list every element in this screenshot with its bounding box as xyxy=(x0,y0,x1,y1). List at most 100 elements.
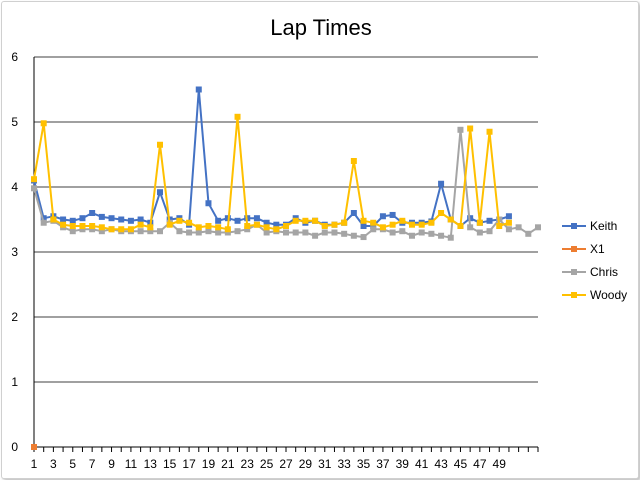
data-point-woody xyxy=(137,221,144,228)
x-tick-label: 45 xyxy=(454,457,468,471)
data-point-chris xyxy=(157,228,163,235)
data-point-keith xyxy=(438,180,445,187)
data-point-keith xyxy=(89,210,96,216)
data-point-keith xyxy=(505,213,512,220)
data-point-woody xyxy=(60,221,67,228)
data-point-keith xyxy=(127,217,134,224)
x-tick-label: 13 xyxy=(144,457,158,471)
data-point-chris xyxy=(447,234,454,241)
x-tick-label: 5 xyxy=(69,457,76,471)
series-line-woody xyxy=(33,115,510,231)
data-point-chris xyxy=(40,219,47,226)
data-point-chris xyxy=(418,229,425,236)
x-tick-label: 25 xyxy=(260,457,274,471)
x-tick-label: 37 xyxy=(376,457,390,471)
data-point-chris xyxy=(69,228,76,235)
y-tick-label: 1 xyxy=(11,375,18,389)
y-tick-label: 2 xyxy=(11,310,18,324)
data-point-woody xyxy=(127,226,134,233)
data-point-woody xyxy=(31,176,37,183)
legend-label: X1 xyxy=(590,242,605,256)
data-point-keith xyxy=(195,86,202,93)
series-layer xyxy=(31,86,541,450)
data-point-woody xyxy=(69,223,76,229)
data-point-chris xyxy=(186,229,193,236)
x-tick-label: 23 xyxy=(241,457,255,471)
x-tick-label: 39 xyxy=(396,457,410,471)
x-tick-label: 9 xyxy=(108,457,115,471)
data-point-woody xyxy=(98,224,105,231)
data-point-woody xyxy=(234,113,241,120)
y-tick-label: 4 xyxy=(11,180,18,194)
data-point-woody xyxy=(186,219,193,226)
legend: Keith X1 Chris Woody xyxy=(562,219,627,302)
x-tick-label: 41 xyxy=(415,457,429,471)
data-point-woody xyxy=(108,226,115,233)
data-point-woody xyxy=(476,219,483,226)
legend-item-woody: Woody xyxy=(562,288,627,302)
data-point-woody xyxy=(244,223,251,229)
data-point-chris xyxy=(292,229,299,236)
data-point-woody xyxy=(496,223,503,229)
data-point-keith xyxy=(234,217,241,224)
legend-swatch-marker xyxy=(571,223,577,229)
data-point-chris xyxy=(234,228,241,235)
y-tick-label: 6 xyxy=(11,50,18,64)
data-point-keith xyxy=(389,211,396,218)
data-point-woody xyxy=(418,221,425,228)
data-point-woody xyxy=(360,217,367,224)
data-point-chris xyxy=(525,230,532,237)
data-point-chris xyxy=(89,226,96,233)
x-tick-label: 17 xyxy=(182,457,196,471)
data-point-chris xyxy=(31,185,37,192)
data-point-chris xyxy=(302,229,309,236)
data-point-woody xyxy=(341,219,348,226)
x-tick-label: 15 xyxy=(163,457,177,471)
data-point-keith xyxy=(205,200,212,207)
y-tick-label: 5 xyxy=(11,115,18,129)
data-point-chris xyxy=(321,229,328,236)
data-point-woody xyxy=(147,224,154,231)
legend-swatch-marker xyxy=(571,292,577,298)
data-point-woody xyxy=(389,221,396,228)
x-tick-label: 7 xyxy=(89,457,96,471)
data-point-keith xyxy=(108,215,115,222)
data-point-chris xyxy=(360,234,367,241)
y-tick-label: 0 xyxy=(11,440,18,454)
data-point-woody xyxy=(302,217,309,224)
data-point-x1 xyxy=(31,444,37,450)
data-point-chris xyxy=(244,226,251,233)
data-point-keith xyxy=(263,219,270,226)
data-point-keith xyxy=(60,216,67,223)
data-point-woody xyxy=(486,128,493,135)
data-point-woody xyxy=(292,217,299,224)
x-tick-label: 29 xyxy=(299,457,313,471)
data-point-woody xyxy=(253,221,260,228)
data-point-chris xyxy=(215,229,222,236)
data-point-chris xyxy=(176,228,183,235)
data-point-woody xyxy=(370,219,377,226)
series-line-chris xyxy=(33,128,539,239)
data-point-woody xyxy=(205,223,212,229)
data-point-woody xyxy=(312,217,319,224)
legend-swatch-marker xyxy=(571,269,577,275)
x-tick-label: 1 xyxy=(31,457,38,471)
data-point-woody xyxy=(157,141,163,148)
data-point-chris xyxy=(535,224,541,231)
data-point-keith xyxy=(98,213,105,220)
data-point-chris xyxy=(312,232,319,239)
data-point-woody xyxy=(273,226,280,233)
data-point-chris xyxy=(341,230,348,237)
gridlines xyxy=(34,56,538,383)
data-point-keith xyxy=(370,223,377,229)
data-point-keith xyxy=(486,217,493,224)
y-tick-label: 3 xyxy=(11,245,18,259)
data-point-woody xyxy=(79,223,86,229)
x-tick-label: 43 xyxy=(434,457,448,471)
data-point-chris xyxy=(409,232,415,239)
data-point-woody xyxy=(428,219,435,226)
legend-item-keith: Keith xyxy=(562,219,617,233)
data-point-woody xyxy=(89,223,96,229)
series-keith xyxy=(31,86,512,229)
